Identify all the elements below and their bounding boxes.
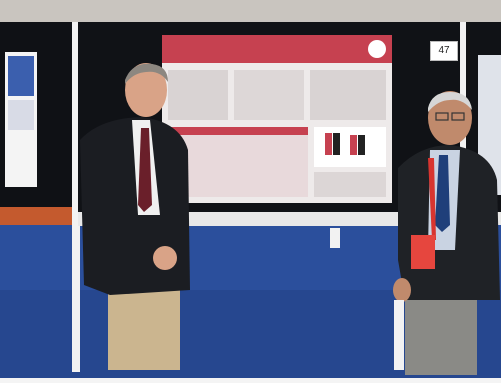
conference-badge <box>411 235 435 269</box>
poster-table <box>168 127 308 197</box>
person-right <box>393 91 500 375</box>
person-left <box>80 63 190 370</box>
left-man-hair <box>125 63 168 84</box>
right-man-hair <box>428 92 472 112</box>
board-number-sign: 47 <box>430 41 458 61</box>
left-neighbor-poster-graphic <box>8 56 34 96</box>
right-man-face <box>428 91 472 145</box>
beige-trousers <box>108 280 180 370</box>
glasses <box>435 112 449 121</box>
poster-title-band <box>162 35 392 63</box>
red-lanyard <box>428 158 436 240</box>
striped-tie <box>138 128 152 212</box>
left-frame-post <box>72 22 80 372</box>
poster-logo <box>368 40 386 58</box>
ceiling-strip <box>0 0 501 22</box>
left-man-face <box>125 63 167 117</box>
left-man-hand <box>153 246 177 270</box>
blue-tie <box>435 155 450 232</box>
right-man-hand <box>393 278 411 302</box>
